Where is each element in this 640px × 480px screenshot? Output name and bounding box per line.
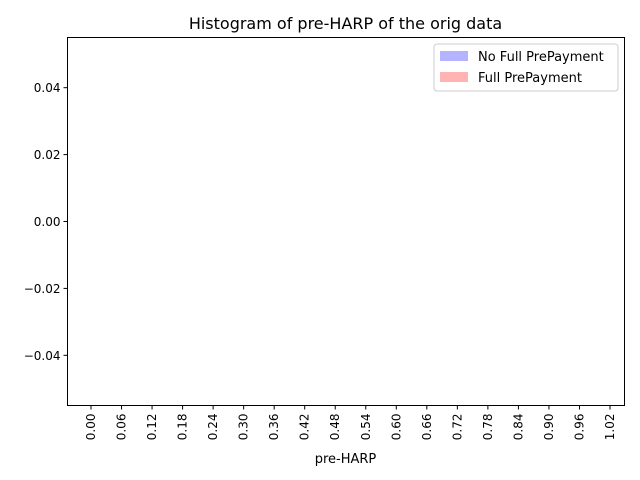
legend-frame	[433, 43, 619, 92]
x-tick-label: 0.12	[145, 414, 159, 441]
x-tick-label: 0.72	[450, 414, 464, 441]
x-tick-label: 0.84	[511, 414, 525, 441]
y-axis-ticks: 0.04 0.02 0.00 −0.02 −0.04	[24, 81, 68, 363]
x-axis-ticks: 0.00 0.06 0.12 0.18 0.24 0.30 0.36 0.42 0.48 0.54…	[84, 405, 617, 441]
legend: No Full PrePayment Full PrePayment	[433, 43, 619, 92]
y-tick-label: 0.04	[34, 81, 61, 95]
legend-label-full-prepayment: Full PrePayment	[478, 71, 582, 86]
y-tick-label: −0.02	[24, 282, 61, 296]
x-tick-label: 0.36	[267, 414, 281, 441]
x-tick-label: 0.48	[328, 414, 342, 441]
x-tick-label: 0.78	[481, 414, 495, 441]
x-tick-label: 0.24	[206, 414, 220, 441]
x-tick-label: 0.30	[237, 414, 251, 441]
x-tick-label: 0.96	[572, 414, 586, 441]
x-tick-label: 0.18	[176, 414, 190, 441]
x-tick-label: 0.66	[420, 414, 434, 441]
chart-title: Histogram of pre-HARP of the orig data	[189, 14, 502, 33]
y-tick-label: −0.04	[24, 349, 61, 363]
x-tick-label: 0.42	[298, 414, 312, 441]
legend-swatch-no-full-prepayment	[440, 51, 468, 61]
x-axis-label: pre-HARP	[315, 452, 377, 467]
x-tick-label: 0.00	[84, 414, 98, 441]
x-tick-label: 0.54	[359, 414, 373, 441]
plot-frame	[67, 37, 625, 406]
x-tick-label: 1.02	[603, 414, 617, 441]
x-tick-label: 0.60	[389, 414, 403, 441]
legend-label-no-full-prepayment: No Full PrePayment	[478, 50, 604, 65]
y-tick-label: 0.00	[34, 215, 61, 229]
y-tick-label: 0.02	[34, 148, 61, 162]
legend-swatch-full-prepayment	[440, 72, 468, 82]
x-tick-label: 0.06	[115, 414, 129, 441]
x-tick-label: 0.90	[542, 414, 556, 441]
